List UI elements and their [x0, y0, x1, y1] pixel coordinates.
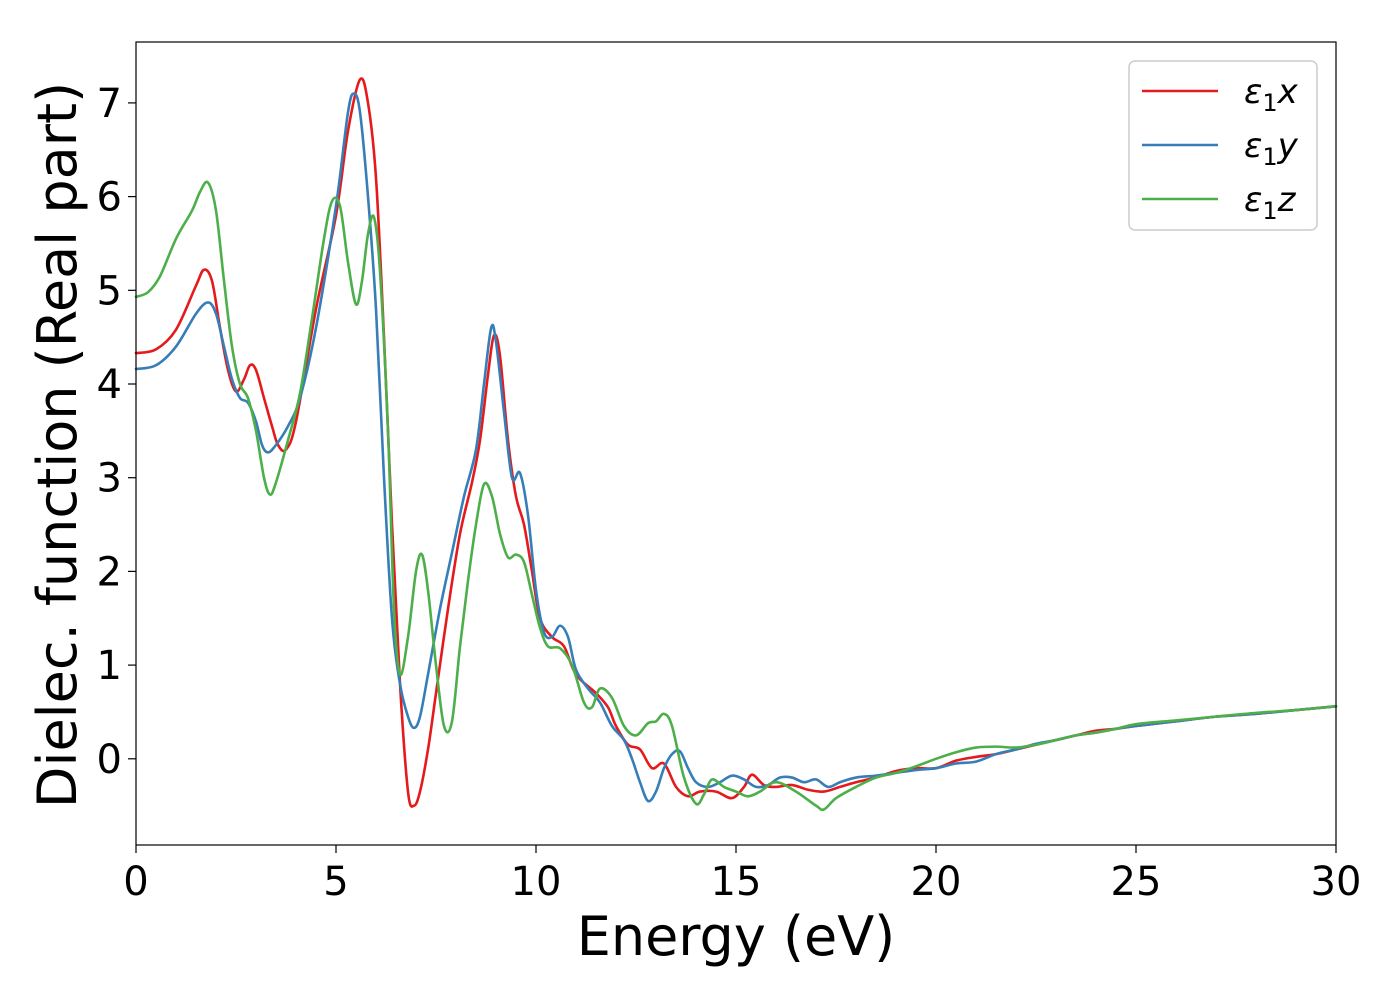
y-axis-title: Dielec. function (Real part) — [26, 82, 89, 808]
legend-label-y: ε1y — [1244, 126, 1299, 171]
y-tick-label: 2 — [97, 549, 122, 595]
x-axis: 0 5 10 15 20 25 30 — [123, 845, 1361, 905]
series-line-y — [134, 92, 1338, 803]
y-tick-label: 3 — [97, 456, 122, 502]
legend-label-x: ε1x — [1244, 72, 1299, 117]
y-tick-label: 6 — [97, 175, 122, 221]
legend-box — [1128, 60, 1318, 231]
x-tick-label: 30 — [1311, 859, 1362, 905]
x-tick-label: 5 — [323, 859, 348, 905]
series-lines — [134, 77, 1338, 812]
y-tick-label: 0 — [97, 737, 122, 783]
x-tick-label: 15 — [711, 859, 762, 905]
x-axis-title: Energy (eV) — [577, 905, 896, 968]
x-tick-label: 20 — [911, 859, 962, 905]
y-axis: 0 1 2 3 4 5 6 7 — [97, 81, 136, 783]
y-tick-label: 7 — [97, 81, 122, 127]
x-tick-label: 25 — [1111, 859, 1162, 905]
x-tick-label: 0 — [123, 859, 148, 905]
x-tick-label: 10 — [511, 859, 562, 905]
y-tick-label: 1 — [97, 643, 122, 689]
y-tick-label: 4 — [97, 362, 122, 408]
legend-label-z: ε1z — [1244, 180, 1297, 225]
y-tick-label: 5 — [97, 268, 122, 314]
series-line-z — [134, 180, 1338, 812]
legend: ε1x ε1y ε1z — [1128, 60, 1318, 231]
